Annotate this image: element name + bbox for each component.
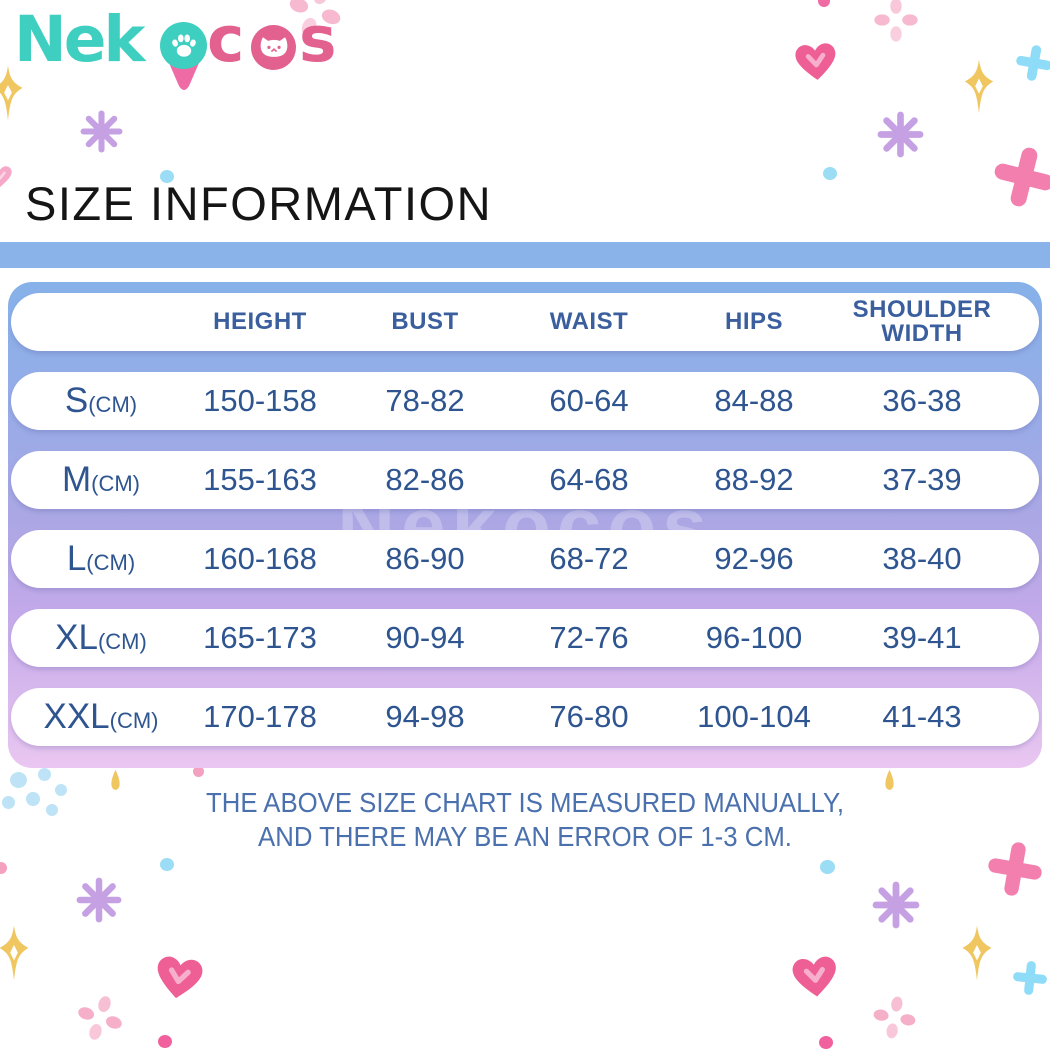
cell-waist: 64-68 <box>549 462 629 497</box>
heart-icon <box>0 163 14 189</box>
cell-shoulder: 38-40 <box>882 541 962 576</box>
table-row-m: M(CM) 155-163 82-86 64-68 88-92 37-39 <box>11 451 1039 509</box>
blue-dot-icon <box>160 858 174 871</box>
sparkle-icon <box>0 924 35 982</box>
cell-shoulder: 36-38 <box>882 383 962 418</box>
divider-bar <box>0 242 1050 268</box>
logo-text-nek: Nek <box>14 3 145 76</box>
header-waist: WAIST <box>549 308 629 335</box>
pink-dot-icon <box>0 862 7 874</box>
flower-icon <box>873 0 919 42</box>
pink-dot-icon <box>819 1036 833 1049</box>
table-header-row: HEIGHT BUST WAIST HIPS SHOULDER WIDTH <box>11 293 1039 351</box>
heart-icon <box>787 948 844 1003</box>
cell-shoulder: 39-41 <box>882 620 962 655</box>
cell-height: 160-168 <box>203 541 317 576</box>
cell-bust: 90-94 <box>385 620 465 655</box>
table-row-xxl: XXL(CM) 170-178 94-98 76-80 100-104 41-4… <box>11 688 1039 746</box>
header-shoulder-width: SHOULDER WIDTH <box>852 295 992 347</box>
heart-icon <box>790 36 842 86</box>
heart-icon <box>149 947 210 1006</box>
measurement-note: THE ABOVE SIZE CHART IS MEASURED MANUALL… <box>42 786 1008 853</box>
table-row-s: S(CM) 150-158 78-82 60-64 84-88 36-38 <box>11 372 1039 430</box>
header-hips: HIPS <box>724 308 783 335</box>
size-label: S(CM) <box>64 381 138 420</box>
size-label: XXL(CM) <box>43 697 159 736</box>
size-label: XL(CM) <box>55 618 147 657</box>
page-title: SIZE INFORMATION <box>25 177 493 230</box>
size-label: L(CM) <box>66 539 136 578</box>
cell-hips: 96-100 <box>705 620 803 655</box>
cell-bust: 82-86 <box>385 462 465 497</box>
sparkle-icon <box>957 924 997 982</box>
table-row-xl: XL(CM) 165-173 90-94 72-76 96-100 39-41 <box>11 609 1039 667</box>
plus-icon <box>1011 959 1048 996</box>
cell-bust: 94-98 <box>385 699 465 734</box>
blue-dot-icon <box>38 768 51 781</box>
cell-waist: 72-76 <box>549 620 629 655</box>
size-table: Nekocos HEIGHT BUST WAIST HIPS SHOULDER … <box>8 282 1042 768</box>
blue-dot-icon <box>823 167 837 180</box>
blue-dot-icon <box>46 804 58 816</box>
snowflake-icon <box>76 877 122 923</box>
cell-hips: 84-88 <box>714 383 794 418</box>
pink-dot-icon <box>158 1035 172 1048</box>
cell-shoulder: 37-39 <box>882 462 962 497</box>
cell-bust: 78-82 <box>385 383 465 418</box>
snowflake-icon <box>877 111 924 158</box>
paw-icon <box>160 22 207 69</box>
pink-dot-icon <box>818 0 830 7</box>
cat-face-icon <box>251 25 296 70</box>
flower-icon <box>869 992 921 1042</box>
cell-hips: 100-104 <box>697 699 811 734</box>
header-height: HEIGHT <box>213 308 307 335</box>
cell-height: 170-178 <box>203 699 317 734</box>
snowflake-icon <box>872 881 920 929</box>
flower-icon <box>70 989 130 1048</box>
blue-dot-icon <box>10 772 27 788</box>
brand-logo: Nek c s <box>14 4 344 109</box>
cell-waist: 68-72 <box>549 541 629 576</box>
plus-icon <box>1013 42 1050 84</box>
snowflake-icon <box>80 110 123 153</box>
logo-text-s: s <box>299 3 336 76</box>
blue-dot-icon <box>55 784 67 796</box>
header-bust: BUST <box>391 308 459 335</box>
cell-shoulder: 41-43 <box>882 699 962 734</box>
plus-icon <box>988 141 1050 214</box>
cell-hips: 88-92 <box>714 462 794 497</box>
cell-hips: 92-96 <box>714 541 794 576</box>
size-label: M(CM) <box>61 460 141 499</box>
pink-dot-icon <box>193 766 204 777</box>
blue-dot-icon <box>2 796 15 809</box>
note-line-1: THE ABOVE SIZE CHART IS MEASURED MANUALL… <box>206 787 844 818</box>
blue-dot-icon <box>26 792 40 806</box>
cell-height: 165-173 <box>203 620 317 655</box>
cell-height: 150-158 <box>203 383 317 418</box>
note-line-2: AND THERE MAY BE AN ERROR OF 1-3 CM. <box>258 820 792 852</box>
table-row-l: L(CM) 160-168 86-90 68-72 92-96 38-40 <box>11 530 1039 588</box>
blue-dot-icon <box>160 170 174 183</box>
cell-waist: 60-64 <box>549 383 629 418</box>
blue-dot-icon <box>820 860 835 874</box>
cell-bust: 86-90 <box>385 541 465 576</box>
sparkle-icon <box>960 57 998 116</box>
cell-waist: 76-80 <box>549 699 629 734</box>
logo-text-c: c <box>207 3 244 76</box>
cell-height: 155-163 <box>203 462 317 497</box>
